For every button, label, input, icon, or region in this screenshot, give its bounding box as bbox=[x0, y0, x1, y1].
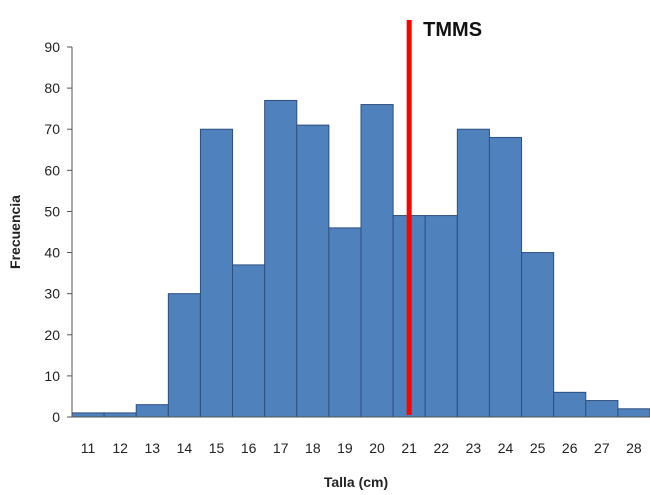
bar-12 bbox=[103, 412, 137, 418]
x-tick-label: 26 bbox=[562, 440, 578, 456]
x-tick-label: 17 bbox=[273, 440, 289, 456]
x-tick-label: 28 bbox=[626, 440, 642, 456]
x-tick-label: 14 bbox=[177, 440, 193, 456]
y-tick-label: 70 bbox=[44, 121, 60, 137]
bar-28 bbox=[617, 408, 650, 418]
y-tick-label: 30 bbox=[44, 286, 60, 302]
x-tick-label: 24 bbox=[498, 440, 514, 456]
x-tick-label: 16 bbox=[241, 440, 257, 456]
x-tick-label: 25 bbox=[530, 440, 546, 456]
y-tick-label: 60 bbox=[44, 162, 60, 178]
bar-18 bbox=[296, 124, 330, 418]
bar-17 bbox=[264, 99, 298, 418]
x-tick-label: 27 bbox=[594, 440, 610, 456]
x-tick-label: 19 bbox=[337, 440, 353, 456]
bar-20 bbox=[360, 104, 394, 418]
bar-24 bbox=[488, 136, 523, 418]
y-tick-label: 20 bbox=[44, 327, 60, 343]
x-tick-label: 23 bbox=[466, 440, 482, 456]
x-tick-label: 21 bbox=[401, 440, 417, 456]
x-axis-title: Talla (cm) bbox=[324, 474, 388, 490]
y-tick-label: 90 bbox=[44, 39, 60, 55]
bar-23 bbox=[456, 128, 490, 418]
x-tick-label: 15 bbox=[209, 440, 225, 456]
bars-group bbox=[71, 99, 650, 418]
bar-13 bbox=[135, 404, 169, 418]
x-tick-label: 11 bbox=[81, 440, 96, 456]
x-tick-label: 18 bbox=[305, 440, 321, 456]
bar-25 bbox=[521, 252, 555, 418]
x-axis-ticks: 11 12 13 14 15 16 17 18 19 20 21 22 23 24 25 26 27 28 bbox=[81, 440, 642, 456]
bar-26 bbox=[553, 391, 587, 418]
y-axis-ticks: 0 10 20 30 40 50 60 70 80 90 bbox=[44, 39, 72, 425]
x-tick-label: 12 bbox=[112, 440, 128, 456]
bar-16 bbox=[232, 264, 266, 418]
x-tick-label: 13 bbox=[144, 440, 160, 456]
bar-19 bbox=[328, 227, 362, 418]
x-tick-label: 20 bbox=[369, 440, 385, 456]
bar-15 bbox=[199, 128, 234, 418]
bar-11 bbox=[71, 412, 105, 418]
y-axis-title: Frecuencia bbox=[7, 195, 23, 269]
tmms-annotation: TMMS bbox=[423, 19, 482, 41]
y-tick-label: 0 bbox=[52, 409, 60, 425]
y-tick-label: 10 bbox=[44, 368, 60, 384]
x-tick-label: 22 bbox=[433, 440, 449, 456]
bar-22 bbox=[424, 215, 458, 418]
y-tick-label: 50 bbox=[44, 203, 60, 219]
y-tick-label: 80 bbox=[44, 80, 60, 96]
bar-27 bbox=[585, 400, 619, 418]
y-tick-label: 40 bbox=[44, 245, 60, 261]
bar-14 bbox=[167, 293, 201, 418]
